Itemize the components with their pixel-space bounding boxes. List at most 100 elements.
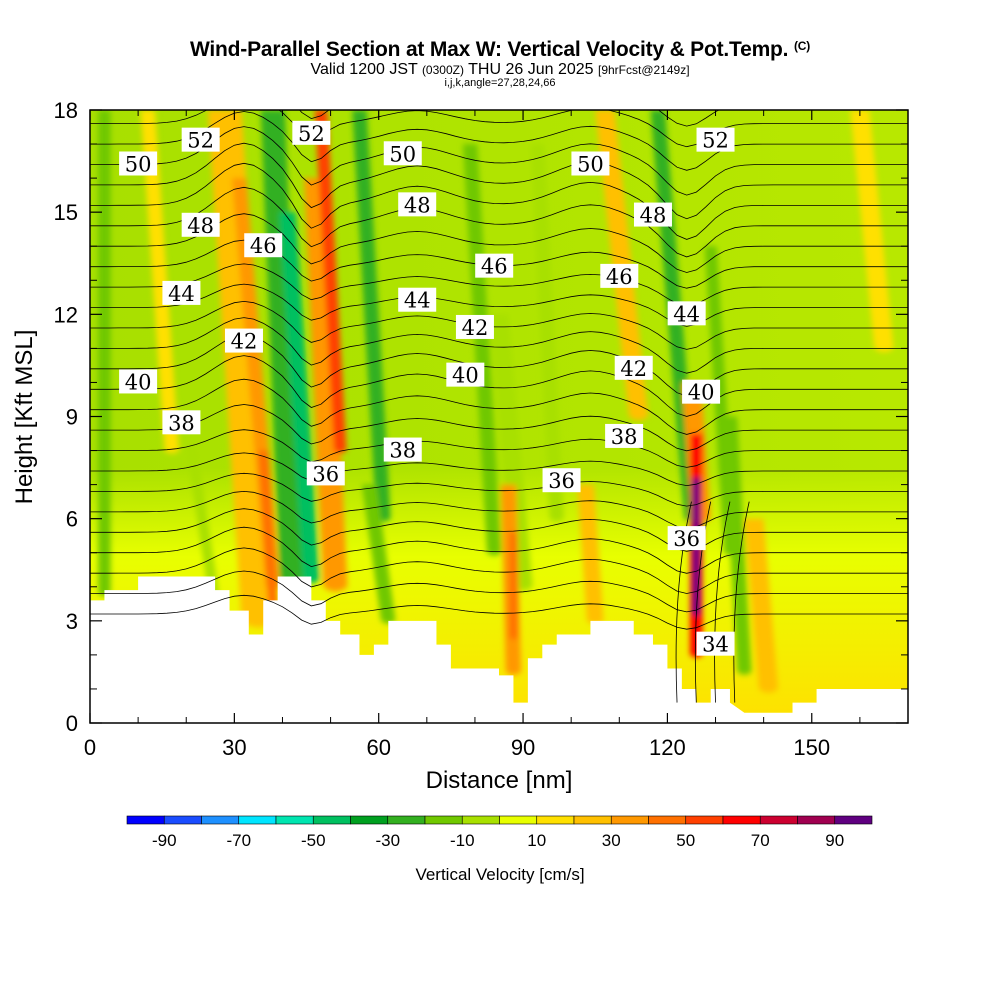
x-tick-label: 120	[649, 735, 686, 760]
colorbar-tick-label: -30	[375, 831, 400, 850]
theta-contour	[694, 501, 712, 703]
chart-subtitle: Valid 1200 JST (0300Z) THU 26 Jun 2025 […	[310, 61, 690, 78]
contour-label: 46	[244, 233, 283, 258]
contour-label-box	[571, 151, 610, 176]
colorbar-swatch	[350, 815, 389, 825]
theta-contour	[90, 404, 908, 452]
contour-label-box	[398, 287, 437, 312]
colorbar-tick-label: -50	[301, 831, 326, 850]
x-axis-label: Distance [nm]	[426, 767, 573, 794]
contour-label-box	[614, 355, 653, 380]
contour-label-text: 46	[481, 255, 508, 279]
contour-label-box	[306, 461, 345, 486]
theta-contour	[90, 263, 908, 307]
colorbar-swatch	[163, 815, 202, 825]
colorbar-swatch	[759, 815, 798, 825]
contour-label-text: 42	[620, 357, 647, 381]
contour-label-box	[600, 263, 639, 288]
theta-contour	[90, 452, 908, 487]
colorbar-swatch	[387, 815, 426, 825]
contour-label-box	[475, 253, 514, 278]
theta-contour	[90, 213, 908, 273]
velocity-band	[314, 110, 347, 454]
y-tick-label: 18	[54, 98, 78, 123]
colorbar-swatch	[126, 815, 165, 825]
contour-label-text: 48	[404, 193, 431, 217]
velocity-band	[258, 450, 278, 606]
y-tick-label: 6	[66, 507, 78, 532]
contour-label-text: 44	[673, 302, 700, 326]
colorbar-swatch	[610, 815, 649, 825]
contour-label-text: 48	[640, 204, 667, 228]
contour-label-box	[696, 127, 735, 152]
colorbar-tick-label: 50	[676, 831, 695, 850]
theta-contour	[90, 570, 908, 613]
velocity-band	[744, 518, 779, 693]
velocity-band	[304, 178, 348, 592]
colorbar-label: Vertical Velocity [cm/s]	[415, 865, 584, 884]
contour-label: 50	[119, 151, 158, 176]
contour-label: 44	[162, 280, 201, 306]
contour-labels: 52 52 52 50 50 50 48 48 48 46 46 46 44 44 44 42 42 42 40 40…	[119, 120, 735, 657]
contour-label-text: 36	[312, 462, 339, 486]
contour-label-text: 52	[298, 122, 325, 146]
theta-contour	[90, 186, 908, 258]
contour-label-box	[119, 369, 158, 394]
y-tick-label: 0	[66, 711, 78, 736]
contour-label-box	[446, 362, 485, 387]
colorbar-swatch	[834, 815, 873, 825]
colorbar-tick-label: 70	[751, 831, 770, 850]
velocity-band	[509, 532, 518, 640]
contour-label: 44	[667, 301, 706, 326]
contour-label-text: 38	[168, 411, 195, 435]
theta-contour	[90, 378, 908, 435]
contour-label-text: 46	[606, 265, 633, 289]
contour-label: 36	[306, 461, 345, 486]
colorbar-swatch	[275, 815, 314, 825]
contour-label: 50	[571, 151, 610, 176]
velocity-band	[850, 110, 894, 353]
colorbar-swatch	[573, 815, 612, 825]
velocity-band	[98, 110, 111, 597]
velocity-band	[278, 212, 320, 584]
x-tick-label: 60	[366, 735, 390, 760]
contour-label-box	[119, 151, 158, 176]
theta-contour	[90, 490, 908, 529]
contour-label: 38	[605, 423, 644, 449]
theta-contour	[90, 300, 908, 350]
velocity-band	[530, 144, 564, 522]
contour-label-box	[455, 314, 494, 339]
contour-label-text: 42	[462, 316, 489, 340]
contour-label-text: 40	[452, 364, 479, 388]
x-tick-label: 150	[793, 735, 830, 760]
x-tick-label: 0	[84, 735, 96, 760]
colorbar-swatch	[722, 815, 761, 825]
contour-label: 46	[600, 263, 639, 289]
contour-label-box	[181, 212, 220, 237]
velocity-band	[140, 110, 180, 454]
contour-label-box	[383, 141, 422, 166]
theta-contour	[90, 111, 908, 171]
theta-contour	[90, 110, 908, 148]
contour-label-text: 46	[250, 234, 277, 258]
contour-label: 48	[633, 202, 672, 228]
theta-contour	[90, 283, 908, 327]
colorbar-swatch	[461, 815, 500, 825]
contour-label-text: 50	[389, 142, 416, 166]
contour-label-text: 52	[702, 129, 729, 153]
contour-label-box	[162, 410, 201, 435]
contour-label-text: 40	[688, 381, 715, 405]
contour-label: 52	[181, 127, 220, 153]
contour-label-box	[244, 233, 283, 258]
theta-contour	[714, 501, 731, 703]
theta-contour	[733, 501, 750, 703]
contour-label: 50	[383, 141, 422, 166]
y-tick-label: 15	[54, 200, 78, 225]
velocity-band	[361, 484, 396, 624]
velocity-band	[489, 314, 533, 591]
contour-label-box	[682, 379, 721, 404]
contour-label: 42	[614, 355, 653, 381]
chart-title-block: Wind-Parallel Section at Max W: Vertical…	[0, 34, 1000, 89]
